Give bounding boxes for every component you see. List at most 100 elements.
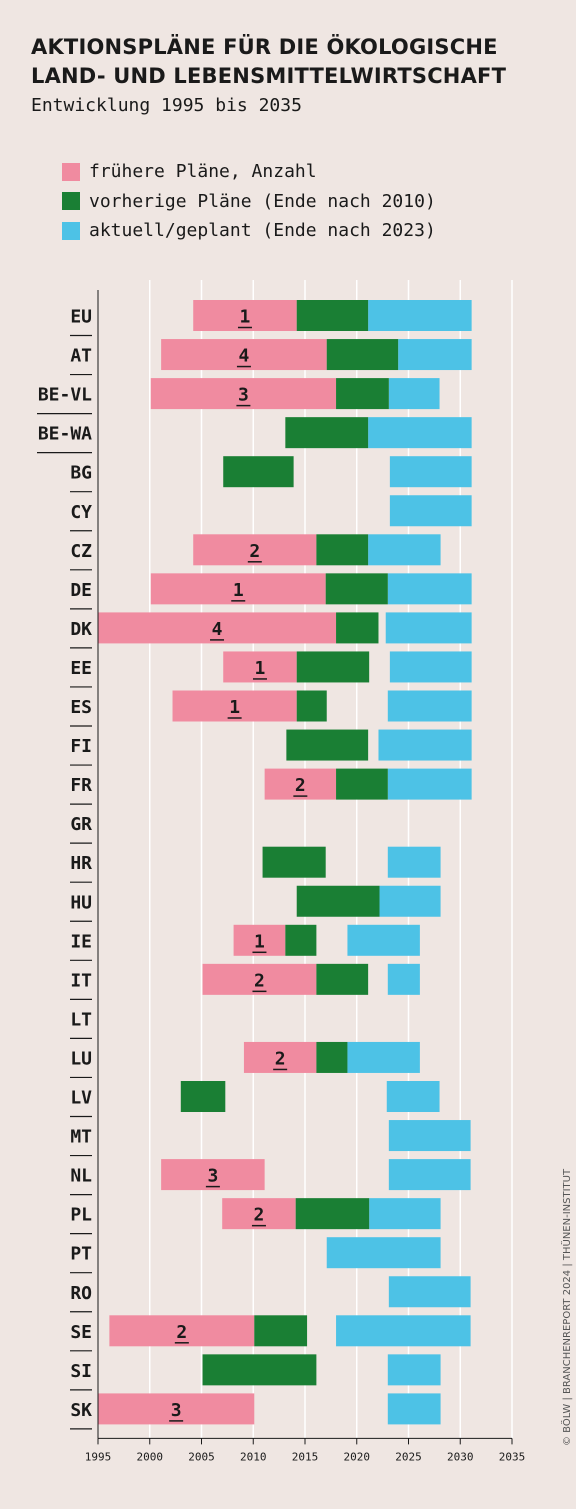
bar-previous-ee: [296, 651, 370, 683]
legend-label-current: aktuell/geplant (Ende nach 2023): [89, 220, 436, 242]
row-label-gr: GR: [70, 814, 92, 835]
legend-swatch-previous: [62, 192, 80, 211]
count-label-ee: 1: [255, 658, 266, 679]
row-label-pl: PL: [70, 1205, 92, 1226]
legend-label-earlier: frühere Pläne, Anzahl: [89, 161, 317, 183]
tick-label-2030: 2030: [447, 1450, 474, 1463]
bar-previous-fr: [336, 768, 388, 800]
tick-label-2015: 2015: [292, 1450, 319, 1463]
bar-current-lu: [347, 1041, 420, 1073]
bar-earlier-fr: [264, 768, 337, 800]
bar-earlier-at: [161, 339, 327, 371]
bar-current-be-vl: [388, 378, 440, 410]
bar-current-fr: [387, 768, 472, 800]
bar-current-dk: [385, 612, 472, 644]
row-label-at: AT: [70, 346, 92, 367]
bar-previous-ie: [285, 924, 317, 956]
bar-earlier-pl: [222, 1198, 296, 1230]
bar-earlier-dk: [98, 612, 337, 644]
count-label-se: 2: [176, 1322, 187, 1343]
bar-current-cz: [368, 534, 441, 566]
bar-earlier-ee: [223, 651, 297, 683]
bar-current-pt: [326, 1237, 441, 1269]
tick-label-2000: 2000: [137, 1450, 164, 1463]
chart-area: EU 1 AT 4 BE-VL 3 BE-WA BG CY CZ 2 DE 1 DK 4 EE 1 ES 1 FI FR…: [37, 280, 525, 1463]
bar-previous-es: [296, 690, 327, 722]
bar-current-ie: [347, 924, 420, 956]
row-label-cy: CY: [70, 502, 92, 523]
bar-current-fi: [378, 729, 472, 761]
count-label-cz: 2: [249, 541, 260, 562]
bar-current-ro: [388, 1276, 471, 1308]
bar-previous-cz: [316, 534, 369, 566]
count-label-dk: 4: [212, 619, 223, 640]
row-label-be-vl: BE-VL: [38, 385, 92, 406]
bar-current-se: [336, 1315, 471, 1347]
bar-earlier-be-vl: [150, 378, 337, 410]
title-line-1: AKTIONSPLÄNE FÜR DIE ÖKOLOGISCHE: [31, 35, 498, 59]
chart-title: AKTIONSPLÄNE FÜR DIE ÖKOLOGISCHE LAND- U…: [31, 33, 551, 91]
count-label-sk: 3: [171, 1400, 182, 1421]
count-label-pl: 2: [254, 1205, 265, 1226]
bar-current-be-wa: [368, 417, 472, 449]
bar-current-cy: [389, 495, 472, 527]
bar-current-pl: [369, 1198, 441, 1230]
tick-label-1995: 1995: [85, 1450, 112, 1463]
row-label-lu: LU: [70, 1048, 92, 1069]
row-label-it: IT: [70, 970, 92, 991]
bar-previous-se: [254, 1315, 308, 1347]
tick-label-2005: 2005: [188, 1450, 215, 1463]
legend-item-previous: vorherige Pläne (Ende nach 2010): [62, 187, 436, 217]
row-label-ee: EE: [70, 658, 92, 679]
bar-previous-eu: [296, 300, 369, 331]
legend-swatch-current: [62, 221, 80, 240]
row-label-eu: EU: [70, 307, 92, 328]
bar-previous-hr: [262, 846, 326, 878]
legend-label-previous: vorherige Pläne (Ende nach 2010): [89, 190, 436, 212]
bar-previous-be-wa: [285, 417, 369, 449]
row-label-es: ES: [70, 697, 92, 718]
bar-earlier-ie: [233, 924, 286, 956]
tick-label-2025: 2025: [395, 1450, 422, 1463]
tick-label-2020: 2020: [344, 1450, 371, 1463]
row-label-hr: HR: [70, 853, 92, 874]
bar-current-eu: [368, 300, 472, 331]
row-label-dk: DK: [70, 619, 92, 640]
row-label-si: SI: [70, 1361, 92, 1382]
row-label-pt: PT: [70, 1244, 92, 1265]
bar-previous-lu: [316, 1041, 348, 1073]
bar-previous-at: [326, 339, 399, 371]
count-label-ie: 1: [254, 931, 265, 952]
bar-previous-be-vl: [336, 378, 389, 410]
tick-label-2010: 2010: [240, 1450, 267, 1463]
row-label-ro: RO: [70, 1283, 92, 1304]
count-label-es: 1: [229, 697, 240, 718]
row-label-nl: NL: [70, 1166, 92, 1187]
row-label-ie: IE: [70, 931, 92, 952]
count-label-eu: 1: [240, 307, 251, 328]
bar-previous-bg: [223, 456, 294, 488]
row-label-hu: HU: [70, 892, 92, 913]
row-label-cz: CZ: [70, 541, 92, 562]
legend-item-current: aktuell/geplant (Ende nach 2023): [62, 216, 436, 246]
legend-item-earlier: frühere Pläne, Anzahl: [62, 157, 436, 187]
bar-earlier-de: [150, 573, 326, 605]
title-line-2: LAND- UND LEBENSMITTELWIRTSCHAFT: [31, 64, 507, 88]
count-label-at: 4: [239, 346, 250, 367]
row-label-sk: SK: [70, 1400, 92, 1421]
bar-current-bg: [389, 456, 472, 488]
bar-current-it: [387, 963, 420, 995]
bar-current-si: [387, 1354, 441, 1386]
bar-earlier-lu: [243, 1041, 317, 1073]
row-label-bg: BG: [70, 463, 92, 484]
credit-text: © BÖLW | BRANCHENREPORT 2024 | THÜNEN-IN…: [562, 1168, 573, 1446]
row-label-lv: LV: [70, 1088, 92, 1109]
bar-current-hr: [387, 846, 441, 878]
count-label-nl: 3: [207, 1166, 218, 1187]
bar-earlier-sk: [98, 1393, 255, 1425]
count-label-be-vl: 3: [238, 385, 249, 406]
legend-swatch-earlier: [62, 162, 80, 181]
bar-current-lv: [386, 1081, 440, 1112]
bar-previous-it: [316, 963, 369, 995]
row-label-se: SE: [70, 1322, 92, 1343]
